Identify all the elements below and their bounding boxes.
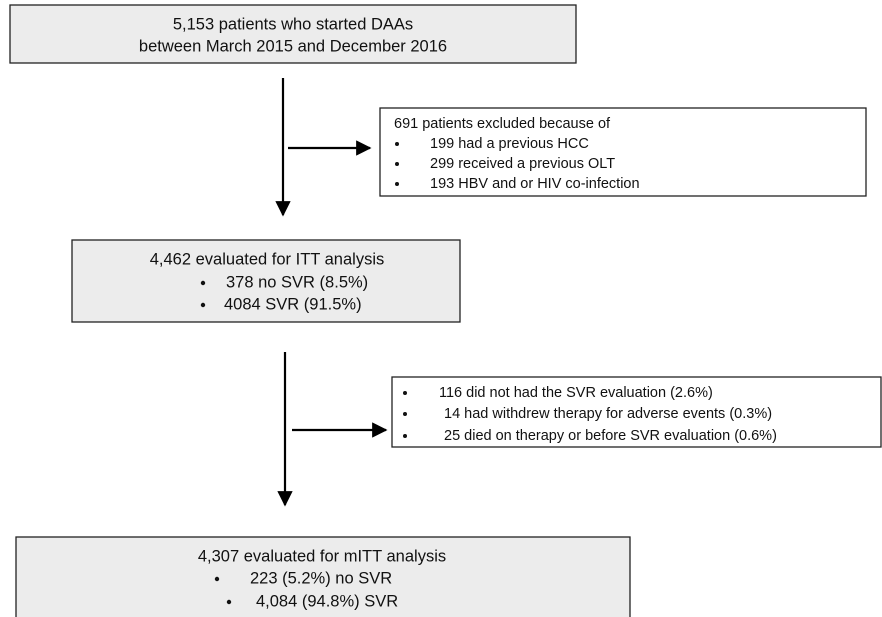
exclusion-box bbox=[379, 107, 867, 197]
start-box bbox=[9, 4, 577, 64]
mitt-title: 4,307 evaluated for mITT analysis bbox=[198, 547, 446, 565]
bullet bbox=[395, 142, 399, 146]
itt-item: 4084 SVR (91.5%) bbox=[224, 295, 362, 313]
start-line: 5,153 patients who started DAAs bbox=[173, 15, 413, 33]
mitt-item: 223 (5.2%) no SVR bbox=[250, 569, 392, 587]
mitt-box bbox=[15, 536, 631, 617]
bullet bbox=[200, 302, 206, 308]
bullet bbox=[395, 182, 399, 186]
bullet bbox=[403, 412, 407, 416]
bullet bbox=[214, 576, 220, 582]
exclusion-title: 691 patients excluded because of bbox=[394, 116, 611, 132]
missing-item: 116 did not had the SVR evaluation (2.6%… bbox=[439, 385, 713, 401]
exclusion-item: 199 had a previous HCC bbox=[430, 136, 589, 152]
start-line: between March 2015 and December 2016 bbox=[139, 37, 447, 55]
missing-box bbox=[391, 376, 882, 448]
bullet bbox=[403, 391, 407, 395]
missing-item: 25 died on therapy or before SVR evaluat… bbox=[444, 428, 777, 444]
bullet bbox=[200, 280, 206, 286]
bullet bbox=[403, 434, 407, 438]
itt-box bbox=[71, 239, 461, 323]
mitt-item: 4,084 (94.8%) SVR bbox=[256, 592, 398, 610]
bullet bbox=[395, 162, 399, 166]
itt-item: 378 no SVR (8.5%) bbox=[226, 273, 368, 291]
bullet bbox=[226, 599, 232, 605]
exclusion-item: 299 received a previous OLT bbox=[430, 156, 615, 172]
missing-item: 14 had withdrew therapy for adverse even… bbox=[444, 406, 772, 422]
exclusion-item: 193 HBV and or HIV co-infection bbox=[430, 176, 640, 192]
itt-title: 4,462 evaluated for ITT analysis bbox=[150, 250, 385, 268]
